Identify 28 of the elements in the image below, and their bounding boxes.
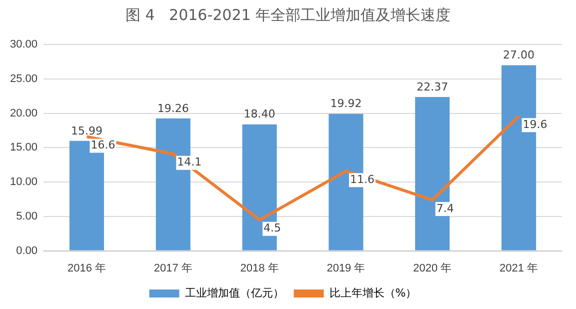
data-label: 4.5 <box>264 222 282 235</box>
y-tick-label: 25.00 <box>10 73 38 85</box>
legend-label: 工业增加值（亿元） <box>184 286 284 300</box>
y-tick-label: 20.00 <box>10 107 38 120</box>
x-tick-label: 2019 年 <box>326 262 366 274</box>
y-tick-label: 5.00 <box>16 210 38 222</box>
y-tick-label: 15.00 <box>10 142 38 154</box>
y-tick-label: 0.00 <box>16 244 38 257</box>
data-label: 19.6 <box>522 118 548 131</box>
x-tick-label: 2021 年 <box>500 262 538 274</box>
data-label: 11.6 <box>350 172 374 186</box>
data-label: 27.00 <box>503 48 535 62</box>
data-label: 14.1 <box>177 156 202 169</box>
y-tick-label: 30.00 <box>10 38 38 51</box>
data-label: 18.40 <box>244 108 276 121</box>
x-tick-label: 2016 年 <box>67 262 106 274</box>
legend-label: 比上年增长（%） <box>329 286 417 300</box>
x-tick-label: 2018 年 <box>240 262 279 274</box>
data-label: 7.4 <box>436 202 454 215</box>
data-label: 19.26 <box>157 102 189 115</box>
chart-title: 图 4 2016-2021 年全部工业增加值及增长速度 <box>124 6 452 25</box>
data-label: 16.6 <box>90 138 116 152</box>
y-tick-label: 10.00 <box>10 176 38 188</box>
data-label: 22.37 <box>416 80 448 94</box>
data-label: 19.92 <box>330 97 362 110</box>
x-tick-label: 2017 年 <box>154 262 192 274</box>
data-label: 15.99 <box>70 124 102 138</box>
x-tick-label: 2020 年 <box>413 262 452 274</box>
